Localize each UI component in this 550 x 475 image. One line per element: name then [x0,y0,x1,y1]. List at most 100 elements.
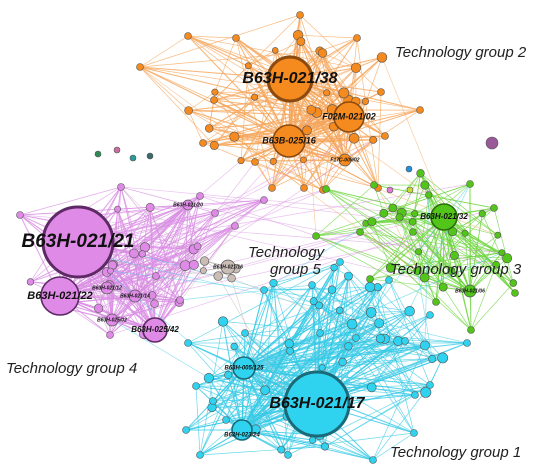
network-node[interactable] [209,140,219,150]
network-node[interactable] [106,331,114,339]
network-node[interactable] [381,132,389,140]
network-node[interactable] [415,248,423,256]
network-node[interactable] [419,340,430,351]
network-node[interactable] [438,282,448,292]
network-node[interactable] [217,316,229,327]
network-node[interactable] [268,184,276,192]
network-node-hub[interactable] [266,55,314,103]
isolated-node[interactable] [129,154,137,162]
network-node[interactable] [152,272,160,280]
network-node[interactable] [196,451,204,459]
network-node[interactable] [494,231,502,239]
network-node[interactable] [211,209,219,217]
network-node[interactable] [271,47,279,54]
network-node[interactable] [356,228,364,236]
network-node[interactable] [346,318,358,330]
network-node[interactable] [401,337,409,345]
isolated-node[interactable] [113,146,121,154]
network-node-minor[interactable] [220,259,236,275]
network-node[interactable] [230,342,238,351]
network-node-hub[interactable] [231,419,253,441]
network-node[interactable] [16,211,24,219]
network-node[interactable] [409,228,417,236]
network-node[interactable] [129,248,139,259]
network-node-minor[interactable] [182,199,194,211]
network-node[interactable] [344,342,353,351]
network-node[interactable] [251,93,259,101]
network-node[interactable] [353,34,361,42]
network-node[interactable] [385,262,396,273]
network-node[interactable] [150,299,159,308]
network-node[interactable] [376,52,388,63]
network-node[interactable] [426,311,434,319]
network-node[interactable] [309,436,317,444]
network-node[interactable] [260,385,270,396]
network-node[interactable] [410,429,418,437]
network-node-hub[interactable] [333,101,365,133]
network-node[interactable] [320,442,329,451]
network-node[interactable] [318,48,328,58]
network-node[interactable] [322,185,330,193]
network-node[interactable] [176,296,184,304]
network-node[interactable] [461,229,469,237]
network-node[interactable] [316,329,324,337]
network-node[interactable] [327,285,337,294]
network-node[interactable] [300,184,308,192]
network-node[interactable] [369,135,378,144]
network-node[interactable] [344,271,353,281]
network-node[interactable] [338,357,347,367]
network-node[interactable] [209,397,217,405]
network-node[interactable] [375,334,386,344]
network-node[interactable] [241,329,249,337]
network-node-hub[interactable] [232,356,256,380]
network-node[interactable] [107,267,114,275]
network-node[interactable] [420,180,430,190]
network-node[interactable] [199,256,210,266]
network-node[interactable] [336,306,344,315]
isolated-node[interactable] [406,186,414,194]
isolated-node[interactable] [94,150,102,158]
network-node-minor[interactable] [338,153,352,167]
network-node-hub[interactable] [41,205,115,279]
network-node[interactable] [449,250,459,260]
network-node[interactable] [511,289,519,297]
network-node[interactable] [365,281,376,293]
network-node[interactable] [413,266,422,276]
network-node[interactable] [26,278,35,286]
network-node[interactable] [237,157,245,165]
network-node[interactable] [260,196,268,204]
network-node[interactable] [193,242,202,251]
network-node[interactable] [203,372,214,383]
network-node[interactable] [302,125,312,136]
network-node[interactable] [323,89,331,97]
network-node[interactable] [420,386,432,398]
network-node[interactable] [404,306,415,317]
network-node[interactable] [308,281,316,289]
network-node[interactable] [138,250,146,258]
network-node[interactable] [136,63,144,71]
network-node[interactable] [352,334,360,342]
isolated-node[interactable] [146,152,154,160]
network-node[interactable] [315,301,323,310]
network-node[interactable] [388,203,398,213]
network-node[interactable] [286,347,294,355]
network-node[interactable] [269,157,277,165]
network-node-minor[interactable] [463,284,477,298]
network-node[interactable] [227,274,236,283]
network-node[interactable] [419,272,430,283]
network-node[interactable] [232,34,240,42]
network-node[interactable] [348,133,360,144]
network-node[interactable] [502,253,513,264]
network-node[interactable] [366,275,374,283]
network-node[interactable] [300,156,307,164]
network-node-hub[interactable] [40,276,80,316]
network-node[interactable] [350,62,362,73]
network-node[interactable] [330,263,338,272]
network-node[interactable] [432,298,440,306]
network-node[interactable] [231,222,239,230]
network-node[interactable] [478,210,486,218]
network-node[interactable] [312,232,320,240]
network-node[interactable] [196,192,204,200]
network-node[interactable] [377,88,385,96]
network-node[interactable] [284,339,294,349]
